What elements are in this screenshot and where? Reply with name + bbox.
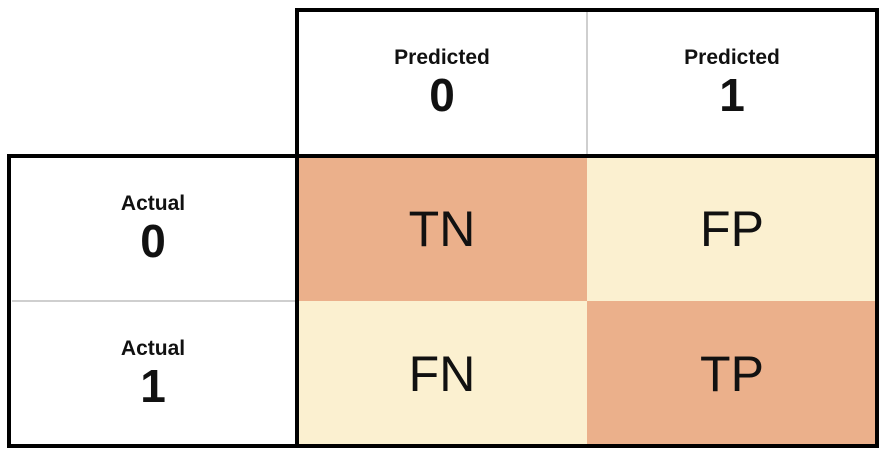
cell-true-negative: TN xyxy=(297,156,587,301)
row-header-divider xyxy=(12,300,295,302)
column-header-label: Predicted xyxy=(684,46,780,69)
header-box-top-border xyxy=(295,8,879,12)
cell-true-positive: TP xyxy=(587,301,877,446)
cell-label-fp: FP xyxy=(700,200,764,257)
cell-false-negative: FN xyxy=(297,301,587,446)
row-header-actual-0: Actual 0 xyxy=(9,156,297,301)
column-header-label: Predicted xyxy=(394,46,490,69)
header-column-divider xyxy=(586,12,588,156)
cell-false-positive: FP xyxy=(587,156,877,301)
cell-label-tp: TP xyxy=(700,345,764,402)
body-box-bottom-border xyxy=(7,444,879,448)
header-box-left-border xyxy=(295,8,299,158)
row-header-value: 1 xyxy=(140,359,166,412)
cell-label-tn: TN xyxy=(408,200,476,257)
row-header-right-border xyxy=(295,154,299,448)
header-box-right-border xyxy=(875,8,879,158)
body-box-right-border xyxy=(875,154,879,448)
column-header-value: 1 xyxy=(719,69,745,121)
column-header-predicted-1: Predicted 1 xyxy=(587,10,877,156)
body-box-left-border xyxy=(7,154,11,448)
column-header-value: 0 xyxy=(429,69,455,121)
cell-label-fn: FN xyxy=(408,345,476,402)
row-header-label: Actual xyxy=(120,336,186,360)
row-header-actual-1: Actual 1 xyxy=(9,301,297,446)
body-box-top-border xyxy=(7,154,879,158)
row-header-value: 0 xyxy=(140,214,166,267)
row-header-label: Actual xyxy=(120,191,186,215)
column-header-predicted-0: Predicted 0 xyxy=(297,10,587,156)
